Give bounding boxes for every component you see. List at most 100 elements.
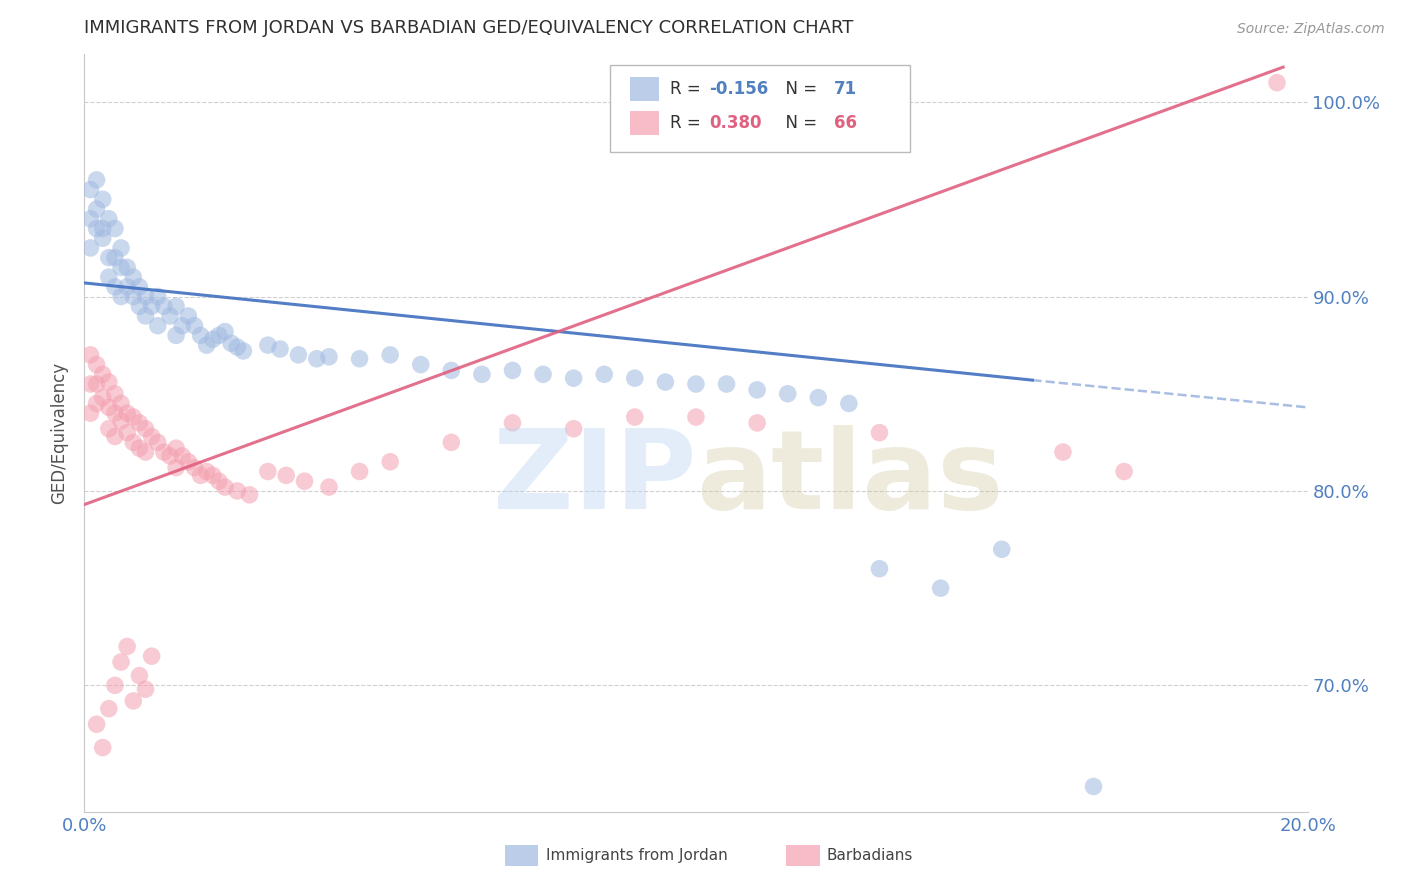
Point (91, 231, 114, 245)
Point (141, 429, 163, 443)
Point (159, 449, 181, 463)
Point (79, 406, 101, 420)
Text: 66: 66 (834, 114, 858, 132)
Point (115, 260, 138, 275)
Point (146, 289, 169, 303)
Point (349, 351, 371, 366)
Text: 71: 71 (834, 80, 858, 98)
Point (305, 351, 328, 366)
Point (238, 488, 260, 502)
Point (104, 429, 127, 443)
Point (97, 701, 120, 715)
Point (183, 460, 205, 475)
Point (380, 455, 402, 469)
Text: Source: ZipAtlas.com: Source: ZipAtlas.com (1237, 22, 1385, 37)
Point (135, 309, 157, 323)
Point (716, 377, 738, 392)
Point (195, 465, 218, 479)
Point (807, 391, 830, 405)
Text: 0.380: 0.380 (710, 114, 762, 132)
Text: Immigrants from Jordan: Immigrants from Jordan (546, 848, 727, 863)
Point (1114, 465, 1136, 479)
Point (79, 183, 101, 197)
Point (177, 455, 200, 469)
Point (201, 332, 224, 346)
Point (86, 377, 108, 392)
Text: R =: R = (671, 80, 706, 98)
Point (747, 416, 769, 430)
Point (91, 368, 114, 382)
Point (79, 241, 101, 255)
Point (269, 342, 291, 356)
Point (91, 192, 114, 206)
Point (110, 655, 132, 669)
Point (502, 363, 524, 377)
Point (219, 336, 242, 351)
Point (153, 299, 176, 313)
Point (165, 299, 187, 313)
Point (97, 422, 120, 436)
Point (110, 289, 132, 303)
Point (593, 368, 616, 382)
Text: N =: N = (776, 80, 823, 98)
Point (104, 386, 127, 401)
Point (104, 221, 127, 235)
Point (122, 289, 145, 303)
Point (1265, 76, 1288, 90)
Point (226, 340, 249, 354)
Point (190, 328, 212, 343)
Point (165, 460, 187, 475)
Point (115, 406, 138, 420)
Point (165, 441, 187, 455)
Point (838, 396, 860, 410)
Point (86, 396, 108, 410)
Point (201, 468, 224, 483)
Point (165, 328, 187, 343)
Point (440, 363, 463, 377)
Point (115, 425, 138, 440)
Point (624, 410, 647, 425)
Point (135, 422, 157, 436)
Point (79, 211, 101, 226)
Point (349, 465, 371, 479)
Point (562, 371, 585, 385)
Point (208, 474, 231, 488)
Point (991, 542, 1014, 557)
Point (685, 377, 707, 392)
Point (122, 694, 145, 708)
Point (128, 441, 150, 455)
Point (929, 581, 952, 595)
Point (747, 383, 769, 397)
Point (135, 289, 157, 303)
Point (869, 562, 891, 576)
Point (471, 368, 494, 382)
Point (195, 338, 218, 352)
Point (97, 251, 120, 265)
Point (159, 309, 181, 323)
Point (624, 371, 647, 385)
Point (654, 375, 676, 389)
Text: R =: R = (671, 114, 706, 132)
Point (208, 328, 231, 343)
Point (122, 410, 145, 425)
Point (172, 449, 194, 463)
Point (135, 682, 157, 697)
Text: atlas: atlas (696, 425, 1004, 532)
Point (91, 221, 114, 235)
Point (104, 678, 127, 692)
Point (318, 350, 340, 364)
Point (97, 270, 120, 285)
Text: -0.156: -0.156 (710, 80, 769, 98)
Point (685, 410, 707, 425)
Text: ZIP: ZIP (492, 425, 696, 532)
FancyBboxPatch shape (630, 112, 659, 136)
Point (128, 280, 150, 294)
Point (128, 416, 150, 430)
Point (502, 416, 524, 430)
Point (214, 480, 236, 494)
Point (232, 343, 254, 358)
Point (104, 406, 127, 420)
Point (135, 445, 157, 459)
Point (122, 435, 145, 450)
Point (141, 299, 163, 313)
